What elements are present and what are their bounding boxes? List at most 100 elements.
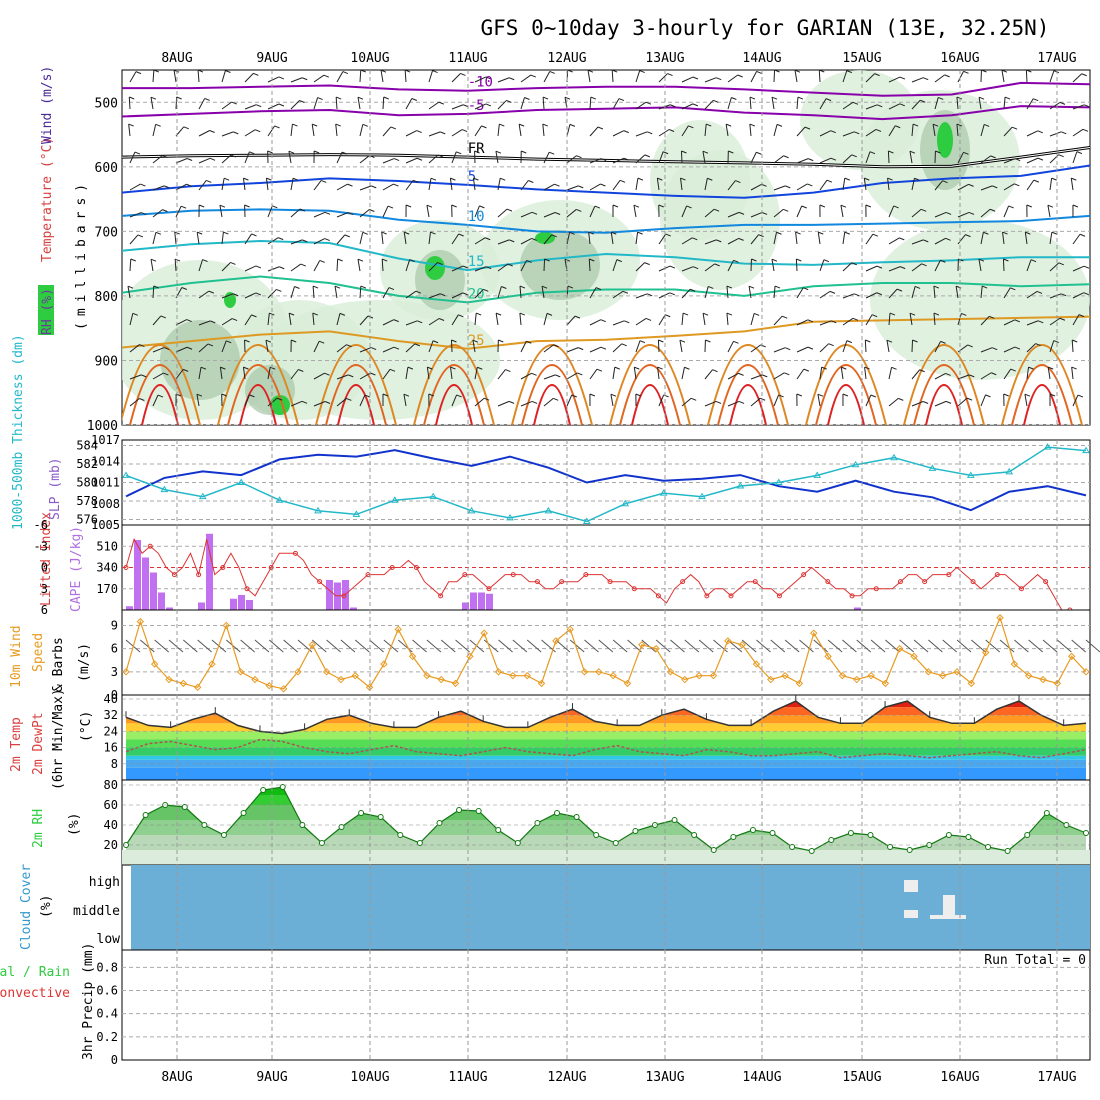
wind-barb — [773, 232, 777, 245]
wind-barb — [474, 367, 478, 380]
wind-barb — [933, 286, 936, 299]
wind-barb-flag — [200, 366, 207, 370]
rh-point — [965, 834, 972, 840]
wind-barb-flag — [759, 397, 766, 401]
wind-barb — [934, 74, 945, 83]
wind-barb — [127, 286, 131, 299]
wind-barb-flag — [299, 100, 305, 103]
wind-barb — [911, 369, 921, 380]
wind-barb — [198, 130, 210, 137]
wind-barb-flag — [498, 339, 504, 343]
wind-barb-flag — [840, 204, 847, 208]
slp-point — [851, 460, 860, 468]
wind-barb — [175, 205, 182, 218]
rh-point — [260, 787, 267, 793]
cloud-gap — [930, 915, 966, 919]
wind-barb — [1072, 128, 1084, 137]
wind-barb-flag — [501, 286, 507, 289]
cloud-tick-label: high — [89, 875, 120, 890]
wind-10m-barb — [412, 639, 427, 653]
wind-speed-point — [853, 675, 861, 684]
wind-barb-flag — [139, 398, 145, 401]
wind-barb-flag — [370, 372, 376, 376]
wind-barb-flag — [1025, 231, 1031, 235]
wind-barb — [888, 398, 899, 407]
wind-barb — [1026, 157, 1039, 164]
wind-speed-point — [322, 668, 331, 676]
wind-speed-point — [509, 671, 517, 680]
wind-barb-flag — [450, 366, 456, 370]
wind-barb — [842, 154, 853, 164]
wind-barb — [336, 344, 347, 353]
wind-barb-flag — [1038, 320, 1044, 324]
wind-barb-flag — [483, 288, 489, 292]
wind-barb-flag — [1010, 368, 1016, 372]
wind-barb — [336, 398, 347, 407]
wind-barb — [426, 367, 430, 380]
wind-barb — [957, 71, 964, 83]
wind-barb-flag — [738, 372, 744, 376]
wind-barb-flag — [989, 315, 995, 319]
wind-barb — [219, 367, 223, 380]
wind-barb-flag — [299, 208, 306, 212]
wind-barb-flag — [569, 123, 576, 127]
wind-barb-flag — [571, 394, 577, 398]
wind-barb — [244, 233, 252, 245]
wind-barb — [359, 315, 369, 326]
wind-barb-flag — [577, 372, 583, 376]
lifted-tick-label: 0 — [41, 561, 48, 575]
wind-barb — [359, 372, 371, 380]
wind-barb-flag — [871, 314, 878, 318]
wind-barb-flag — [518, 123, 525, 127]
wind-barb-flag — [705, 339, 711, 343]
wind-speed-point — [566, 625, 574, 634]
millibars-label: (millibars) — [74, 178, 89, 330]
wind-barb — [382, 183, 394, 191]
lifted-point — [196, 572, 202, 578]
wind-barb-flag — [899, 76, 906, 80]
wind-10m-barb — [770, 639, 786, 653]
wind-barb-flag — [807, 319, 813, 323]
wind-barb — [865, 265, 878, 272]
wind-barb — [221, 293, 234, 299]
warm-contour — [122, 344, 201, 425]
temperature-contour — [122, 208, 1090, 234]
wind-barb — [175, 319, 187, 326]
wind-barb-flag — [983, 123, 990, 127]
wind-barb-flag — [288, 150, 295, 154]
wind-barb — [267, 313, 270, 326]
wind-10m-barb — [1085, 639, 1100, 653]
wind-barb-flag — [456, 394, 462, 398]
wind-barb — [957, 313, 962, 326]
wind-barb — [796, 158, 809, 164]
wind-10m-barb — [426, 639, 442, 653]
wind-barb-flag — [181, 287, 188, 290]
wind-barb — [612, 290, 624, 299]
precip-tick-label: 0.8 — [96, 960, 118, 974]
wind-barb — [818, 70, 821, 83]
rh-point — [632, 828, 639, 834]
wind-barb-flag — [342, 71, 349, 75]
wind-barb-flag — [899, 103, 906, 107]
wind-barb — [290, 400, 303, 407]
wind-barb — [888, 103, 901, 110]
wind-barb — [175, 369, 184, 380]
wind-barb-flag — [393, 346, 400, 350]
wind-barb-flag — [1078, 314, 1085, 318]
wind-barb — [588, 232, 591, 245]
wind-barb-flag — [140, 183, 146, 187]
wind-barb — [543, 71, 551, 83]
wind-barb — [727, 372, 739, 380]
wind-barb — [382, 158, 395, 164]
wind-barb-flag — [1037, 130, 1043, 134]
precip-tick-label: 0 — [111, 1053, 118, 1067]
wind-barb — [336, 71, 344, 83]
wind-barb — [934, 372, 946, 380]
wind-barb — [128, 96, 131, 110]
wind-barb-flag — [1077, 394, 1084, 398]
rh-point — [867, 832, 874, 838]
wind-barb — [381, 258, 384, 272]
wind-barb-flag — [945, 237, 951, 241]
wind-barb — [405, 290, 417, 299]
wind-barb-flag — [251, 314, 257, 318]
